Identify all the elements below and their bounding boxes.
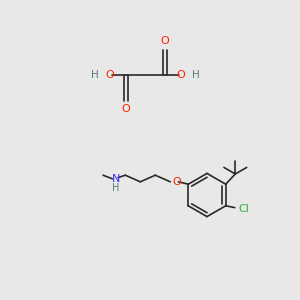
Text: O: O xyxy=(177,70,186,80)
Text: H: H xyxy=(91,70,99,80)
Text: H: H xyxy=(192,70,200,80)
Text: Cl: Cl xyxy=(239,204,250,214)
Text: O: O xyxy=(172,177,181,187)
Text: O: O xyxy=(105,70,114,80)
Text: O: O xyxy=(122,103,130,114)
Text: O: O xyxy=(160,36,169,46)
Text: H: H xyxy=(112,183,120,193)
Text: N: N xyxy=(112,174,120,184)
